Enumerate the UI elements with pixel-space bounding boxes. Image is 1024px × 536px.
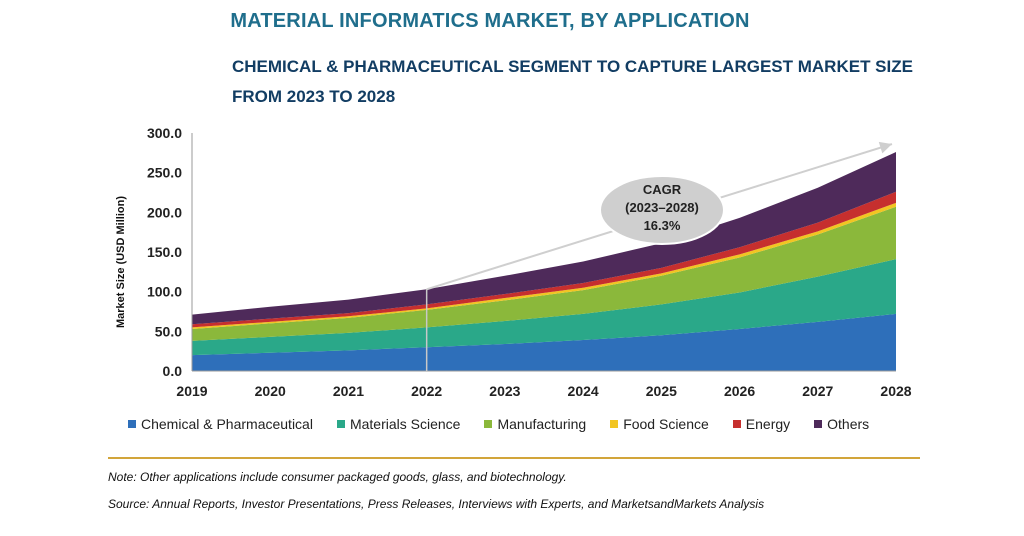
legend-item-food-science: Food Science [610,416,709,432]
legend-label: Manufacturing [497,416,587,432]
x-tick-label: 2020 [255,383,286,399]
legend-swatch [484,420,493,428]
cagr-bubble [599,175,725,245]
x-tick-label: 2028 [880,383,911,399]
legend-label: Materials Science [349,416,461,432]
legend-item-chemical-pharmaceutical: Chemical & Pharmaceutical [128,416,313,432]
y-axis-label: Market Size (USD Million) [115,196,127,328]
footnote-note: Note: Other applications include consume… [108,470,567,484]
divider-rule [108,457,920,459]
legend-label: Chemical & Pharmaceutical [141,416,313,432]
cagr-arrow-head [878,141,892,154]
y-tick-label: 250.0 [147,165,182,181]
cagr-label: CAGR [643,182,682,197]
legend-item-others: Others [814,416,869,432]
cagr-period: (2023–2028) [625,200,699,215]
y-tick-label: 200.0 [147,204,182,220]
cagr-value: 16.3% [644,218,681,233]
x-tick-label: 2022 [411,383,442,399]
legend-label: Energy [745,416,791,432]
legend-item-manufacturing: Manufacturing [484,416,586,432]
area-others [192,152,896,325]
x-tick-label: 2021 [333,383,364,399]
x-tick-label: 2026 [724,383,755,399]
subtitle-line-1: CHEMICAL & PHARMACEUTICAL SEGMENT TO CAP… [232,57,913,76]
legend-label: Food Science [623,416,709,432]
legend-swatch [814,420,823,428]
y-tick-label: 50.0 [155,323,182,339]
area-chemical-pharmaceutical [192,313,896,371]
area-series-group [192,152,896,371]
y-tick-label: 150.0 [147,244,182,260]
axes-group: 0.0 50.0 100.0 150.0 200.0 250.0 300.0 2019 2020… [115,125,912,399]
area-manufacturing [192,206,896,341]
x-tick-label: 2023 [489,383,520,399]
footnote-source: Source: Annual Reports, Investor Present… [108,497,765,511]
legend-swatch [128,420,136,428]
area-materials-science [192,259,896,356]
chart-legend: Chemical & Pharmaceutical Materials Scien… [128,414,893,434]
chart-subtitle: CHEMICAL & PHARMACEUTICAL SEGMENT TO CAP… [232,52,952,112]
legend-swatch [732,420,741,428]
annotation-group: CAGR (2023–2028) 16.3% [425,141,893,371]
x-tick-label: 2024 [568,383,599,399]
y-tick-label: 300.0 [147,125,182,141]
stacked-area-chart: 0.0 50.0 100.0 150.0 200.0 250.0 300.0 2019 2020… [115,125,912,399]
legend-item-energy: Energy [732,416,791,432]
legend-swatch [610,420,619,428]
y-tick-label: 0.0 [163,363,183,379]
x-tick-label: 2019 [176,383,207,399]
legend-item-materials-science: Materials Science [336,416,461,432]
legend-label: Others [827,416,870,432]
y-tick-label: 100.0 [147,284,182,300]
x-tick-label: 2027 [802,383,833,399]
x-tick-label: 2025 [646,383,677,399]
subtitle-line-2: FROM 2023 TO 2028 [232,87,396,106]
legend-swatch [336,420,345,428]
chart-title: MATERIAL INFORMATICS MARKET, BY APPLICAT… [230,10,750,32]
